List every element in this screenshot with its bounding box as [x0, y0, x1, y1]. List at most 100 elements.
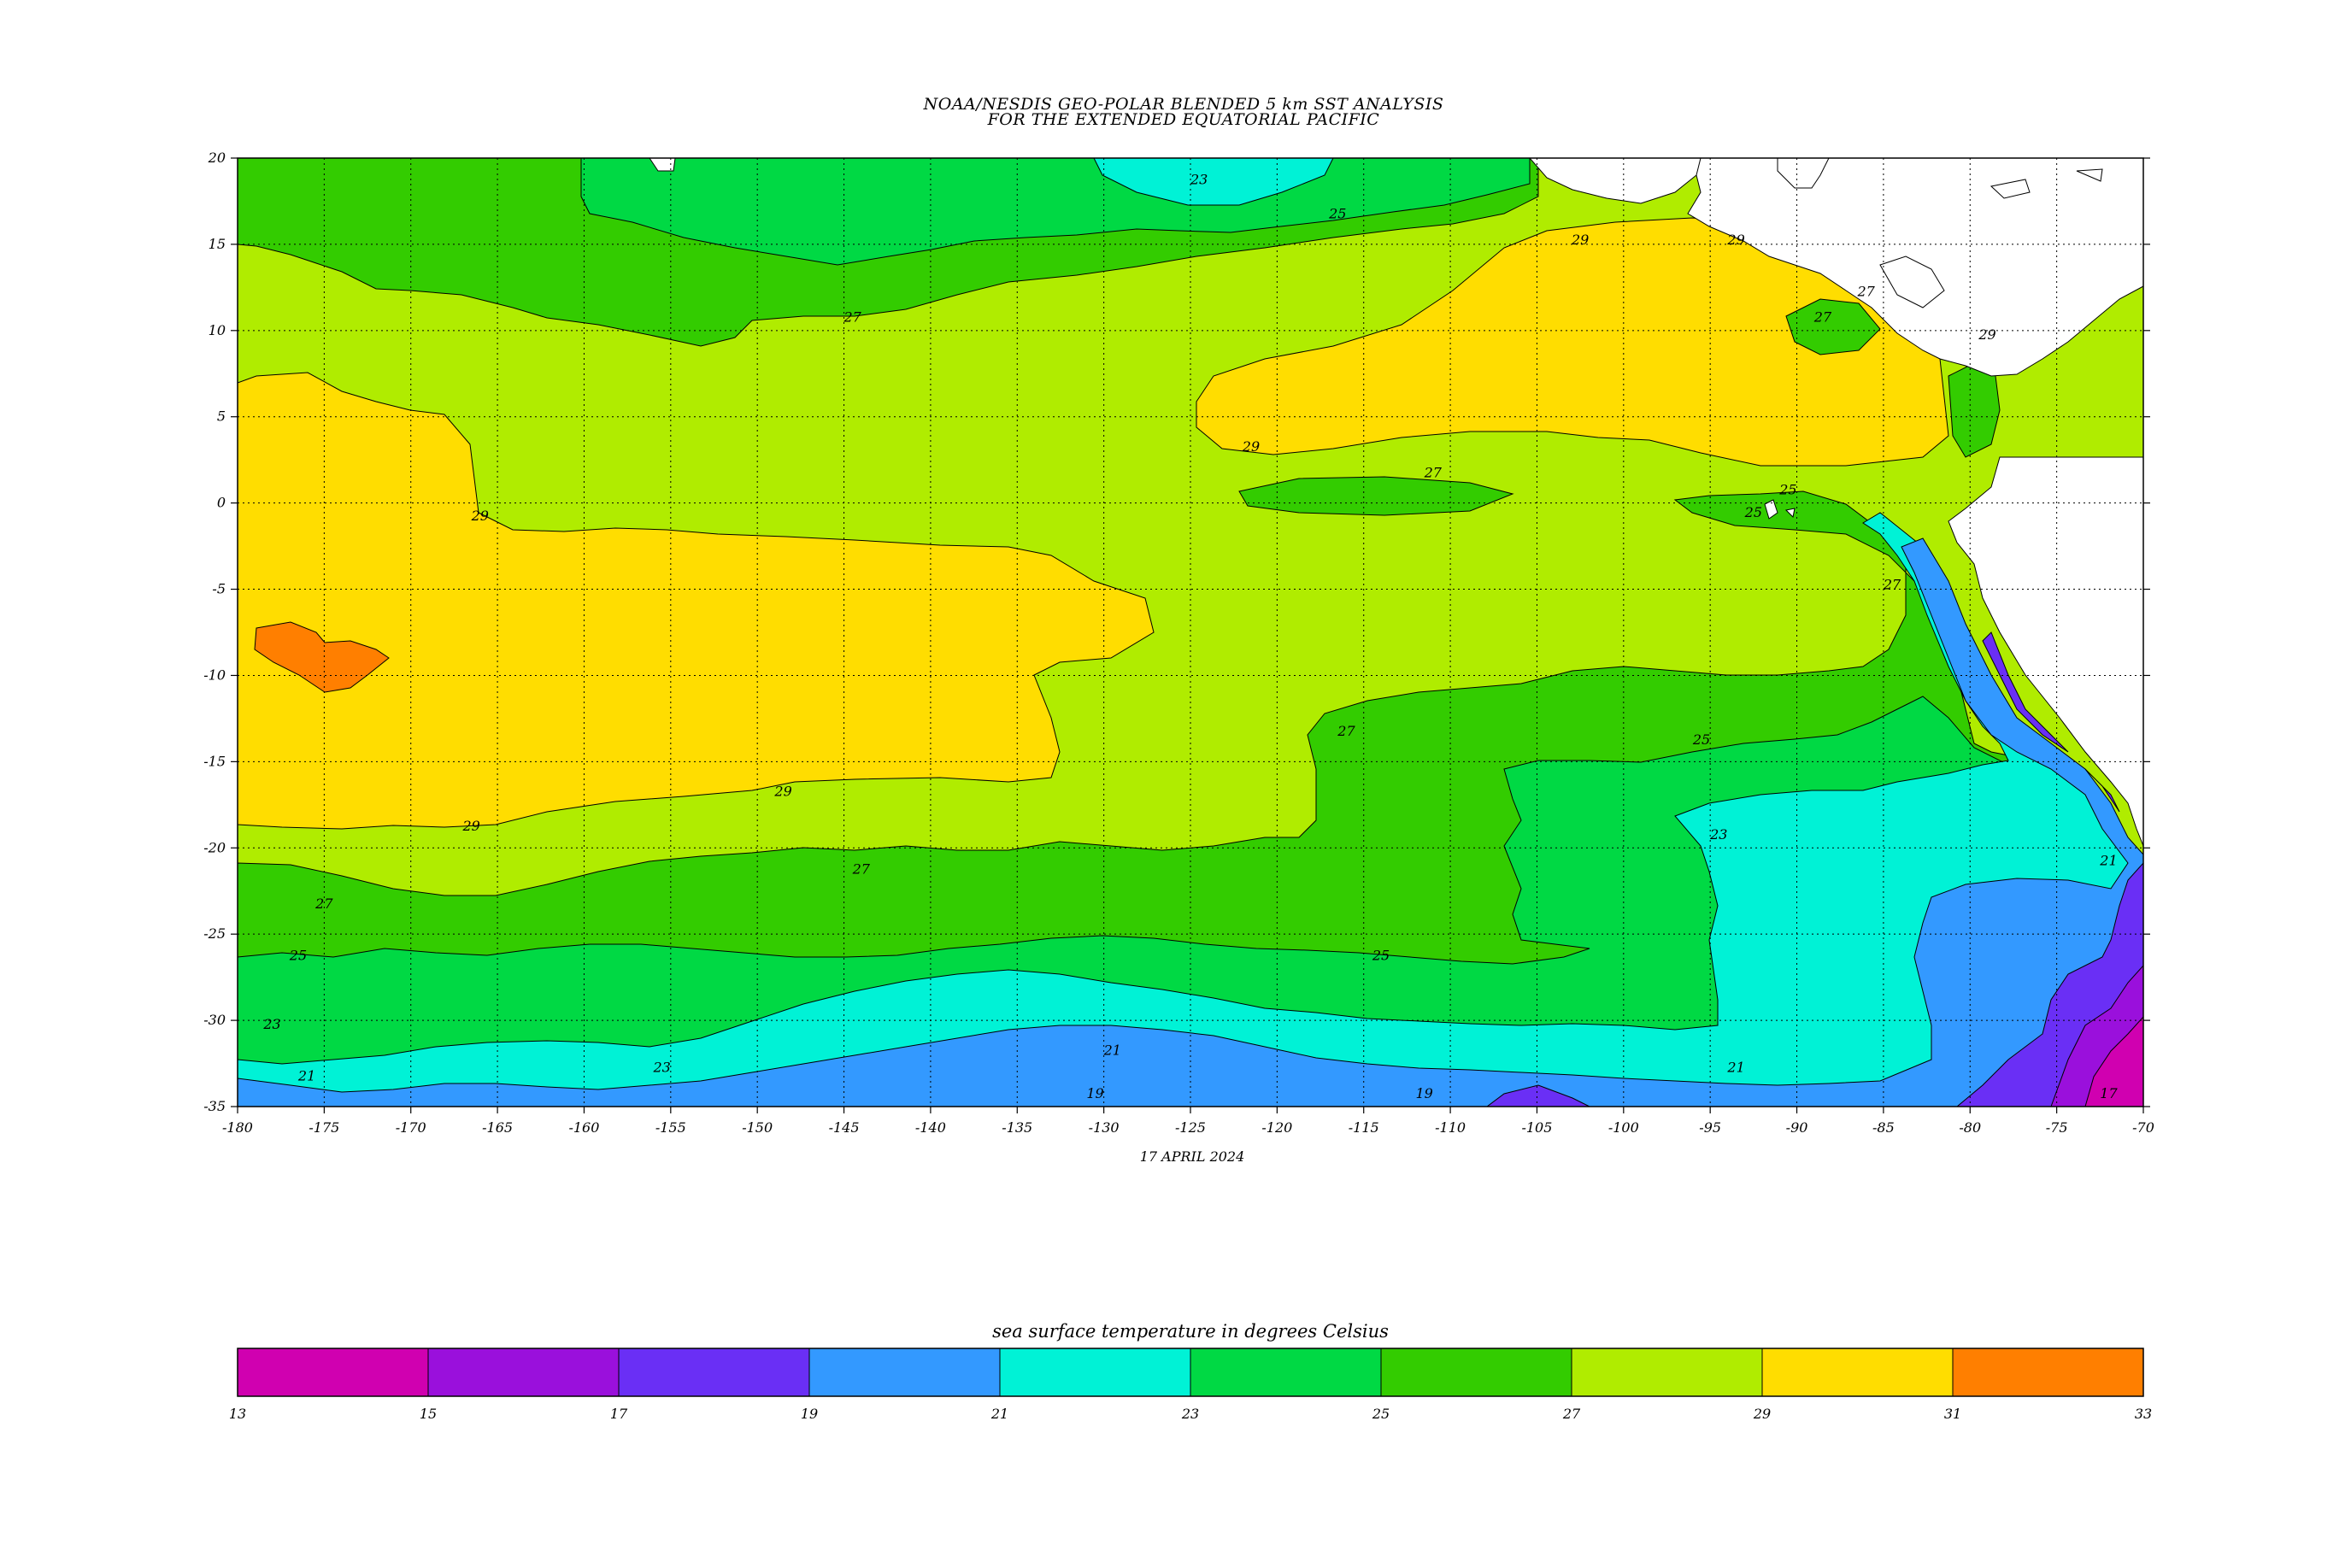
contour-label: 21 [297, 1068, 315, 1084]
land-caribbean [1990, 168, 2103, 199]
lon-tick-label: -160 [568, 1119, 599, 1136]
contour-label: 21 [1726, 1060, 1744, 1076]
lon-tick-label: -130 [1089, 1119, 1120, 1136]
lon-tick-label: -90 [1786, 1119, 1808, 1136]
contour-label: 25 [289, 947, 307, 963]
lon-tick-label: -100 [1608, 1119, 1639, 1136]
map-grid [238, 158, 2143, 1107]
lat-tick-label: -5 [212, 581, 226, 597]
lon-tick-label: -95 [1699, 1119, 1721, 1136]
land-hawaii [649, 158, 676, 172]
sst-field [238, 158, 2143, 1107]
legend-label: 31 [1944, 1406, 1961, 1422]
lat-tick-label: -10 [203, 667, 226, 683]
legend-label: 13 [229, 1406, 246, 1422]
map-title-line2: FOR THE EXTENDED EQUATORIAL PACIFIC [987, 110, 1380, 129]
contour-label: 25 [1692, 731, 1710, 748]
contour-label: 23 [262, 1016, 280, 1032]
contour-labels: 23 25 29 29 27 27 27 29 29 27 29 25 25 27 27 25 29 29 23 27… [262, 171, 2118, 1101]
contour-label: 25 [1778, 482, 1796, 498]
contour-label: 19 [1086, 1085, 1103, 1101]
contour-label: 23 [1190, 171, 1208, 187]
legend-swatch [1571, 1348, 1763, 1397]
legend-swatch [999, 1348, 1191, 1397]
lat-tick-label: 5 [217, 408, 226, 425]
legend-swatch [1952, 1348, 2144, 1397]
lon-tick-label: -125 [1175, 1119, 1206, 1136]
legend-label: 29 [1753, 1406, 1771, 1422]
contour-label: 29 [773, 784, 791, 800]
contour-label: 29 [1978, 326, 1995, 343]
legend-label: 19 [801, 1406, 818, 1422]
legend-label: 23 [1181, 1406, 1199, 1422]
land-north-america [1529, 158, 2143, 377]
land-central-america-sliver [1879, 255, 1945, 308]
legend-title: sea surface temperature in degrees Celsi… [992, 1321, 1389, 1342]
lon-tick-label: -165 [482, 1119, 513, 1136]
contour-label: 27 [1813, 309, 1832, 326]
lon-tick-label: -135 [1002, 1119, 1032, 1136]
sst-region-19-21 [238, 537, 2143, 1107]
lon-tick-label: -155 [655, 1119, 686, 1136]
sst-region-31-33 [254, 621, 390, 693]
land-galapagos [1764, 499, 1796, 520]
contour-label: 25 [1328, 206, 1346, 222]
contour-label: 23 [1709, 826, 1727, 843]
analysis-date: 17 APRIL 2024 [1140, 1148, 1245, 1165]
contour-label: 23 [653, 1060, 671, 1076]
lon-tick-label: -145 [829, 1119, 860, 1136]
lon-tick-label: -140 [915, 1119, 946, 1136]
legend-swatch [808, 1348, 1001, 1397]
contour-label: 27 [314, 896, 333, 912]
legend-label: 25 [1372, 1406, 1390, 1422]
legend-label: 21 [990, 1406, 1008, 1422]
lon-tick-label: -170 [396, 1119, 426, 1136]
longitude-axis: -180 -175 -170 -165 -160 -155 -150 -145 -140 -135… [222, 1107, 2154, 1136]
color-legend [237, 1348, 2144, 1397]
lon-tick-label: -105 [1521, 1119, 1552, 1136]
contour-label: 27 [1883, 577, 1901, 593]
legend-swatch [1761, 1348, 1954, 1397]
lon-tick-label: -150 [742, 1119, 773, 1136]
land-south-america [1948, 456, 2143, 847]
lat-tick-label: -25 [203, 925, 226, 942]
contour-label: 27 [1337, 723, 1355, 739]
lon-tick-label: -70 [2132, 1119, 2154, 1136]
sst-region-29-31-south [238, 372, 1155, 830]
legend-swatch [237, 1348, 429, 1397]
lon-tick-label: -80 [1959, 1119, 1981, 1136]
legend-label: 17 [610, 1406, 628, 1422]
legend-swatch [427, 1348, 620, 1397]
lat-tick-label: -35 [203, 1098, 226, 1114]
legend-label: 27 [1562, 1406, 1581, 1422]
contour-label: 21 [2099, 852, 2117, 868]
sst-region-29-31-north [1196, 217, 1949, 467]
lon-tick-label: -75 [2046, 1119, 2068, 1136]
sst-region-13-15 [2084, 1016, 2143, 1107]
sst-region-25-27-gulf [1785, 298, 1881, 355]
legend-border [237, 1348, 2144, 1397]
contour-label: 17 [2100, 1085, 2118, 1101]
lon-tick-label: -180 [222, 1119, 253, 1136]
lat-tick-label: -20 [203, 839, 226, 855]
legend-label: 33 [2135, 1406, 2152, 1422]
legend-labels: 13 15 17 19 21 23 25 27 29 31 33 [229, 1406, 2152, 1422]
contour-label: 19 [1416, 1085, 1433, 1101]
contour-label: 29 [1571, 232, 1589, 248]
lon-tick-label: -110 [1435, 1119, 1466, 1136]
lat-tick-label: 0 [217, 495, 226, 511]
lat-tick-label: -30 [203, 1012, 226, 1028]
legend-swatch [1190, 1348, 1382, 1397]
sst-region-21-23-north [1093, 158, 1334, 206]
sst-region-25-27-equator-west [1238, 476, 1514, 516]
lon-tick-label: -85 [1872, 1119, 1895, 1136]
contour-label: 29 [1242, 438, 1260, 455]
contour-label: 25 [1372, 947, 1390, 963]
contour-label: 29 [471, 508, 489, 524]
lon-tick-label: -120 [1261, 1119, 1292, 1136]
lon-tick-label: -175 [309, 1119, 339, 1136]
contour-label: 27 [1856, 283, 1875, 299]
legend-swatch [1380, 1348, 1572, 1397]
contour-label: 27 [1424, 464, 1443, 480]
map-title-line1: NOAA/NESDIS GEO-POLAR BLENDED 5 km SST A… [923, 95, 1444, 114]
